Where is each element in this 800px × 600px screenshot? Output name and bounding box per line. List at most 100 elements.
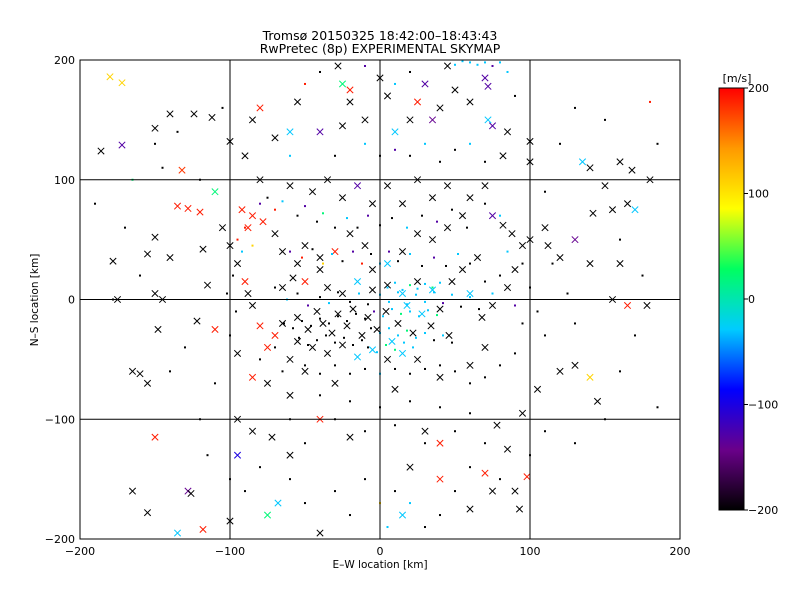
data-point-x: [293, 313, 302, 322]
data-point-dot: [328, 322, 330, 325]
data-point-dot: [361, 262, 363, 265]
data-point-x: [541, 224, 549, 232]
data-point-dot: [499, 478, 501, 481]
data-point-dot: [322, 262, 324, 265]
data-point-dot: [439, 406, 441, 409]
data-point-x: [241, 152, 249, 160]
data-point-dot: [484, 376, 486, 379]
data-point-dot: [416, 287, 419, 290]
data-point-x: [436, 475, 444, 483]
data-point-x: [361, 116, 369, 124]
data-point-dot: [334, 226, 336, 229]
data-point-x: [338, 122, 347, 130]
data-point-dot: [364, 367, 366, 370]
data-point-dot: [289, 478, 291, 481]
data-point-dot: [427, 309, 429, 312]
data-point-x: [368, 346, 377, 354]
data-point-x: [451, 86, 459, 94]
data-point-dot: [304, 205, 306, 208]
data-point-x: [259, 218, 267, 226]
data-point-dot: [301, 256, 303, 259]
data-point-dot: [367, 303, 369, 306]
data-point-x: [388, 337, 396, 345]
data-point-x: [211, 188, 219, 196]
plot-frame: [79, 59, 681, 540]
data-point-x: [271, 134, 279, 142]
data-point-dot: [484, 280, 486, 283]
data-point-x: [406, 463, 414, 471]
data-point-x: [589, 209, 597, 217]
data-point-x: [398, 349, 407, 357]
data-point-x: [499, 221, 507, 229]
data-point-dot: [259, 202, 261, 205]
data-point-x: [481, 182, 489, 190]
data-point-dot: [491, 292, 494, 295]
data-point-dot: [478, 308, 480, 311]
data-point-x: [601, 182, 609, 190]
data-point-x: [628, 166, 636, 174]
colorbar-label: [m/s]: [723, 72, 752, 85]
data-point-x: [316, 254, 324, 262]
data-point-x: [316, 529, 324, 537]
data-point-dot: [406, 329, 408, 332]
data-point-dot: [424, 367, 426, 370]
y-tick-label: 0: [68, 294, 75, 307]
data-point-dot: [316, 339, 318, 342]
axes: −200 −100 0 100 200 −200 −100 0 100 200: [45, 54, 691, 558]
data-point-x: [358, 331, 366, 339]
data-point-x: [278, 283, 287, 292]
data-point-x: [631, 206, 639, 214]
data-point-x: [508, 230, 516, 238]
data-point-dot: [352, 250, 354, 253]
data-point-x: [361, 242, 369, 250]
data-point-dot: [343, 336, 345, 339]
data-point-dot: [409, 70, 411, 73]
data-point-x: [503, 128, 512, 136]
data-point-dot: [319, 296, 321, 299]
data-point-dot: [469, 296, 471, 299]
data-point-dot: [391, 308, 393, 311]
data-point-dot: [401, 288, 404, 291]
data-point-x: [143, 379, 152, 387]
data-point-dot: [304, 82, 306, 85]
data-point-x: [383, 355, 392, 363]
data-point-dot: [319, 70, 321, 73]
data-point-x: [286, 451, 294, 459]
y-axis-label: N–S location [km]: [29, 254, 41, 347]
data-point-x: [286, 355, 294, 363]
data-point-dot: [469, 466, 471, 469]
data-point-x: [271, 331, 279, 339]
data-point-x: [334, 62, 342, 70]
data-point-dot: [406, 303, 408, 306]
data-point-dot: [281, 370, 284, 373]
data-point-x: [323, 283, 332, 292]
colorbar-gradient: [718, 87, 745, 511]
data-point-dot: [454, 430, 456, 433]
data-point-dot: [370, 252, 372, 255]
data-point-x: [443, 182, 452, 190]
data-point-dot: [656, 142, 659, 145]
data-point-x: [481, 469, 489, 477]
data-point-dot: [214, 382, 216, 385]
data-point-x: [274, 499, 282, 507]
data-point-dot: [499, 61, 501, 64]
data-point-dot: [334, 490, 336, 493]
data-point-dot: [221, 106, 224, 109]
data-point-dot: [424, 442, 426, 445]
data-point-dot: [412, 346, 414, 349]
data-point-x: [503, 283, 512, 292]
data-point-dot: [514, 352, 516, 355]
data-point-x: [106, 73, 114, 81]
data-point-x: [128, 487, 137, 495]
data-point-x: [208, 113, 216, 122]
data-point-dot: [409, 372, 411, 375]
data-point-x: [233, 349, 242, 357]
data-point-dot: [281, 200, 284, 203]
data-point-x: [271, 230, 279, 238]
data-point-dot: [289, 250, 291, 253]
data-point-dot: [386, 526, 389, 529]
data-point-dot: [394, 367, 396, 370]
data-point-x: [593, 397, 602, 405]
data-point-x: [233, 260, 242, 268]
data-point-dot: [169, 370, 171, 373]
